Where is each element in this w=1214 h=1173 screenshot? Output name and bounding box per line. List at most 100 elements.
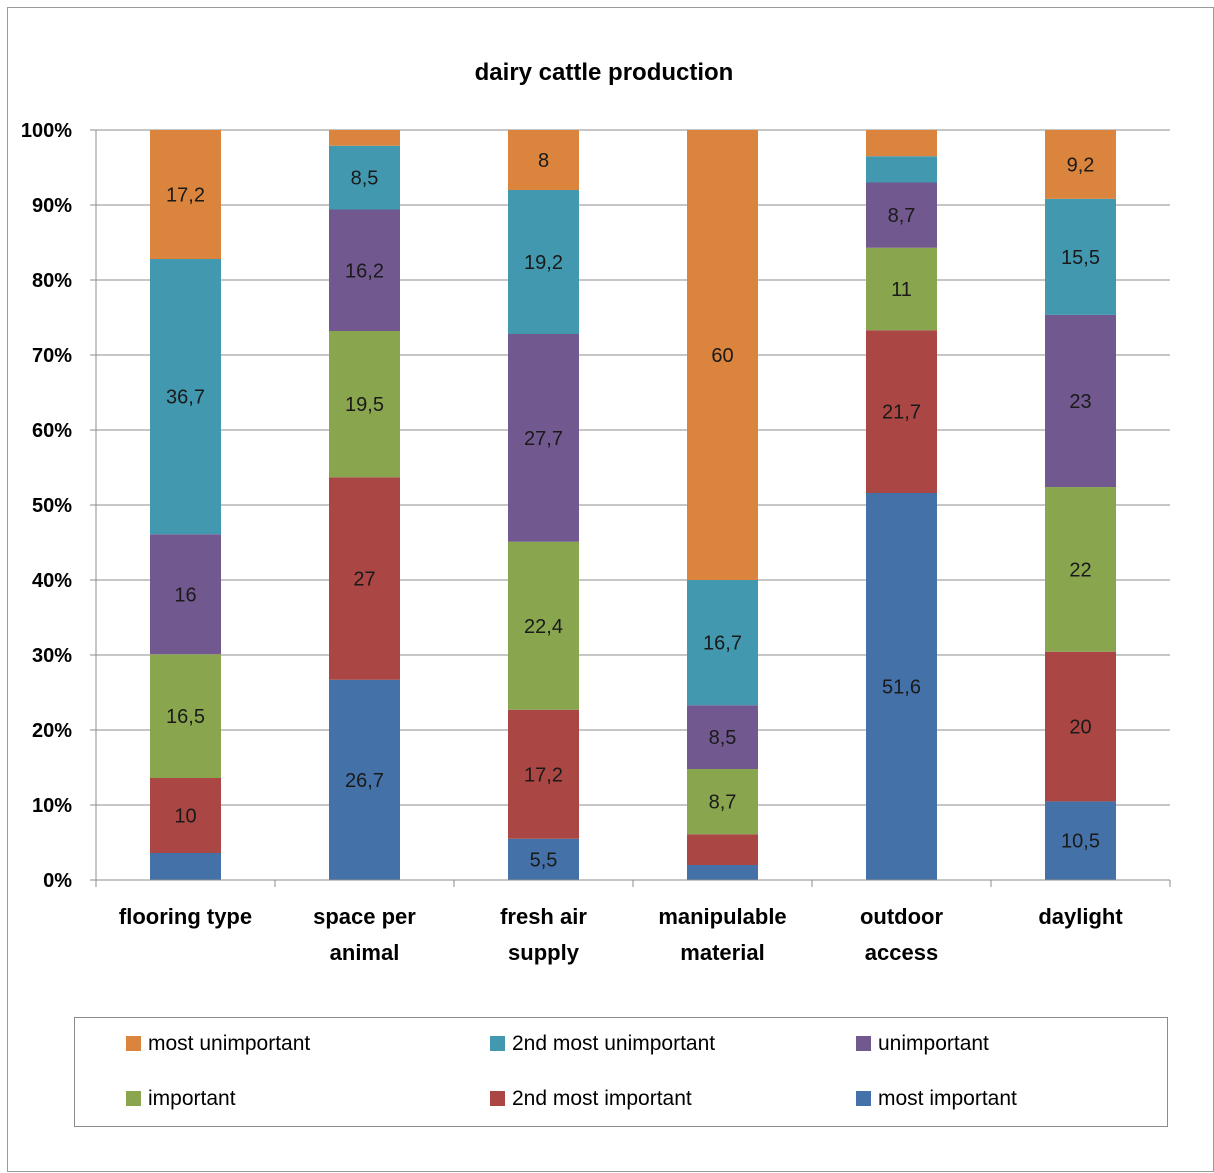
data-label: 15,5 — [1061, 247, 1100, 269]
data-label: 17,2 — [524, 764, 563, 786]
x-tick-label: outdoor — [860, 904, 944, 929]
bars: 10 16,5 16 36,7 17,2 26,7 27 19,5 16,2 8,5 5,5 17,2… — [150, 130, 1116, 880]
data-label: 17,2 — [166, 185, 205, 207]
x-tick-label: daylight — [1038, 904, 1123, 929]
legend-entry: most important — [878, 1087, 1017, 1110]
legend-swatch — [490, 1091, 505, 1106]
y-tick-label: 20% — [32, 720, 72, 742]
x-tick-label: material — [680, 940, 764, 965]
bar-segment — [508, 709, 579, 839]
axes: 0% 10% 20% 30% 40% 50% 60% 70% 80% 90% 100% floorin… — [21, 120, 1171, 965]
bar-segment — [329, 477, 400, 680]
bar-segment — [866, 330, 937, 493]
data-label: 8,5 — [709, 727, 737, 749]
data-label: 21,7 — [882, 402, 921, 424]
data-label: 27 — [353, 569, 375, 591]
legend-box — [74, 1017, 1168, 1127]
chart-title: dairy cattle production — [475, 59, 734, 86]
x-tick-label: flooring type — [119, 904, 252, 929]
bar-segment — [329, 145, 400, 210]
data-label: 19,5 — [345, 394, 384, 416]
x-tick-label: fresh air — [500, 904, 587, 929]
bar-segment — [687, 769, 758, 835]
bar-segment — [1045, 801, 1116, 880]
bar-segment — [508, 190, 579, 334]
y-tick-label: 60% — [32, 420, 72, 442]
bar-segment — [508, 130, 579, 190]
data-label: 26,7 — [345, 770, 384, 792]
legend-swatch — [126, 1036, 141, 1051]
bar-segment — [1045, 651, 1116, 802]
legend-entry: unimportant — [878, 1032, 989, 1055]
data-label: 22,4 — [524, 616, 563, 638]
y-tick-label: 10% — [32, 795, 72, 817]
data-label: 60 — [711, 345, 733, 367]
data-label: 9,2 — [1067, 154, 1095, 176]
data-label: 8,7 — [709, 792, 737, 814]
bar-segment — [1045, 130, 1116, 199]
bar-segment — [866, 493, 937, 880]
data-label: 10,5 — [1061, 831, 1100, 853]
data-label: 22 — [1069, 559, 1091, 581]
y-tick-label: 90% — [32, 195, 72, 217]
data-label: 19,2 — [524, 252, 563, 274]
x-tick-label: space per — [313, 904, 416, 929]
legend-swatch — [856, 1036, 871, 1051]
legend-swatch — [856, 1091, 871, 1106]
bar-segment — [329, 331, 400, 478]
data-label: 16,5 — [166, 706, 205, 728]
bar-segment — [687, 705, 758, 769]
data-label: 16,2 — [345, 260, 384, 282]
data-label: 5,5 — [530, 849, 558, 871]
data-label: 20 — [1069, 717, 1091, 739]
y-tick-label: 80% — [32, 270, 72, 292]
bar-segment — [687, 865, 758, 880]
bar-segment — [687, 834, 758, 865]
bar-segment — [687, 580, 758, 706]
legend-entry: most unimportant — [148, 1032, 310, 1055]
data-label: 23 — [1069, 391, 1091, 413]
bar-segment — [1045, 487, 1116, 652]
data-label: 8,5 — [351, 168, 379, 190]
data-label: 11 — [891, 279, 912, 301]
bar-segment — [1045, 198, 1116, 315]
bar-segment — [150, 654, 221, 778]
bar-segment — [866, 156, 937, 183]
bar-segment — [329, 130, 400, 146]
bar-segment — [329, 209, 400, 331]
data-label: 51,6 — [882, 677, 921, 699]
legend-entry: 2nd most important — [512, 1087, 692, 1110]
x-tick-label: access — [865, 940, 938, 965]
legend-swatch — [126, 1091, 141, 1106]
legend-swatch — [490, 1036, 505, 1051]
x-tick-label: manipulable — [658, 904, 786, 929]
bar-segment — [508, 334, 579, 542]
data-label: 10 — [174, 806, 196, 828]
bar-segment — [866, 247, 937, 331]
bar-segment — [150, 130, 221, 259]
legend: most unimportant 2nd most unimportant unim… — [74, 1017, 1168, 1127]
data-label: 16 — [174, 584, 196, 606]
legend-entry: important — [148, 1087, 236, 1110]
bar-segment — [150, 534, 221, 655]
y-tick-label: 40% — [32, 570, 72, 592]
x-tick-label: animal — [330, 940, 400, 965]
bar-segment — [866, 182, 937, 248]
data-label: 16,7 — [703, 633, 742, 655]
legend-entry: 2nd most unimportant — [512, 1032, 715, 1055]
bar-segment — [329, 679, 400, 880]
data-label: 27,7 — [524, 428, 563, 450]
bar-segment — [150, 778, 221, 853]
y-tick-label: 100% — [21, 120, 72, 142]
data-label: 8,7 — [888, 205, 916, 227]
y-tick-label: 30% — [32, 645, 72, 667]
data-label: 8 — [538, 150, 549, 172]
bar-segment — [150, 259, 221, 535]
y-tick-label: 0% — [43, 870, 72, 892]
bar-segment — [1045, 314, 1116, 488]
data-label: 36,7 — [166, 387, 205, 409]
x-tick-label: supply — [508, 940, 580, 965]
bar-segment — [150, 853, 221, 880]
